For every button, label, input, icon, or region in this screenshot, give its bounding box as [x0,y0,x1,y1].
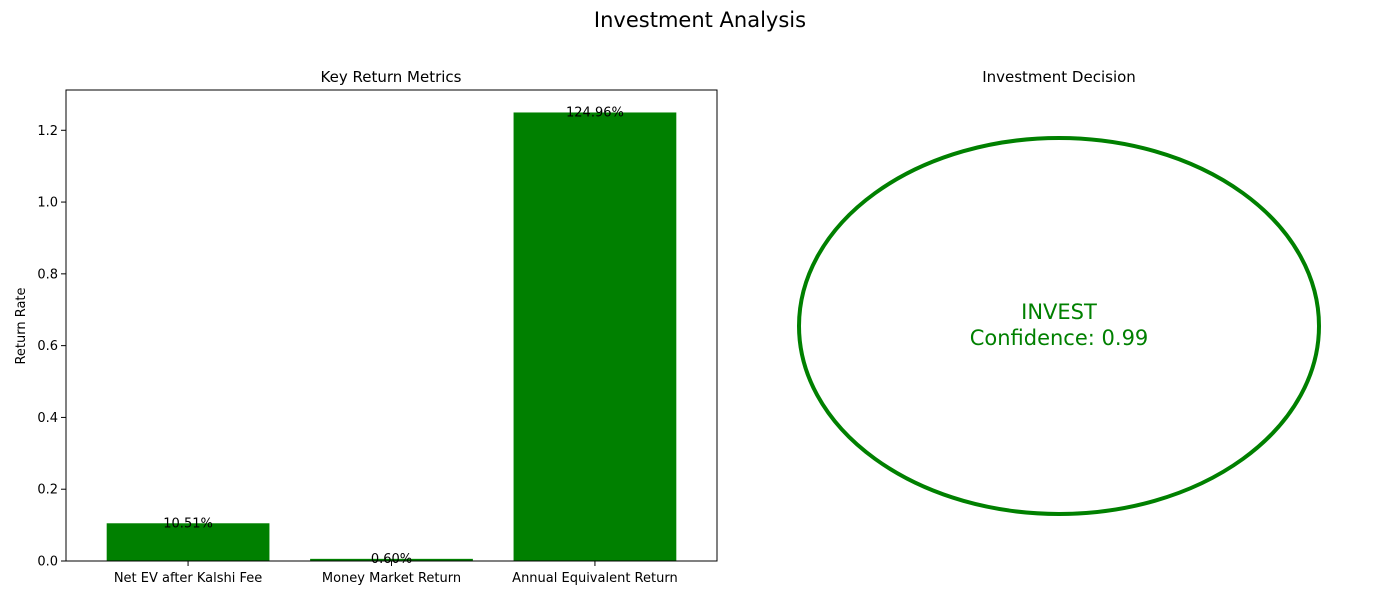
bar-1 [106,523,270,561]
bar-label-3: 124.96% [566,105,624,120]
y-tick-label-1: 0.0 [37,555,58,570]
decision-ellipse [797,136,1321,516]
x-tick-label-3: Annual Equivalent Return [512,571,678,586]
decision-text: INVEST [1021,300,1097,324]
bar-label-2: 0.60% [371,552,412,567]
figure-title: Investment Analysis [593,8,807,32]
y-tick-label-6: 1.0 [37,196,58,211]
decision-panel-title: Investment Decision [982,68,1136,86]
bar-data-labels: 10.51% 0.60% 124.96% [163,105,624,566]
y-tick-label-7: 1.2 [37,124,58,139]
x-tick-label-1: Net EV after Kalshi Fee [114,571,262,586]
decision-panel: Investment Decision INVEST Confidence: 0… [797,68,1321,516]
x-tick-label-2: Money Market Return [322,571,461,586]
confidence-text: Confidence: 0.99 [970,326,1149,350]
x-axis-ticks: Net EV after Kalshi Fee Money Market Retu… [114,561,678,586]
bar-2 [310,558,473,561]
y-tick-label-3: 0.4 [37,411,58,426]
bar-chart-title: Key Return Metrics [321,68,462,86]
y-tick-label-5: 0.8 [37,267,58,282]
bars [106,112,677,561]
bar-label-1: 10.51% [163,516,213,531]
y-tick-label-2: 0.2 [37,483,58,498]
bar-chart: Key Return Metrics Return Rate 0.0 0.2 0.4… [14,68,718,586]
y-tick-label-4: 0.6 [37,339,58,354]
bar-3 [513,112,677,561]
y-axis-ticks: 0.0 0.2 0.4 0.6 0.8 1.0 1.2 [37,124,66,570]
y-axis-label: Return Rate [14,287,29,364]
plot-frame [65,89,718,562]
